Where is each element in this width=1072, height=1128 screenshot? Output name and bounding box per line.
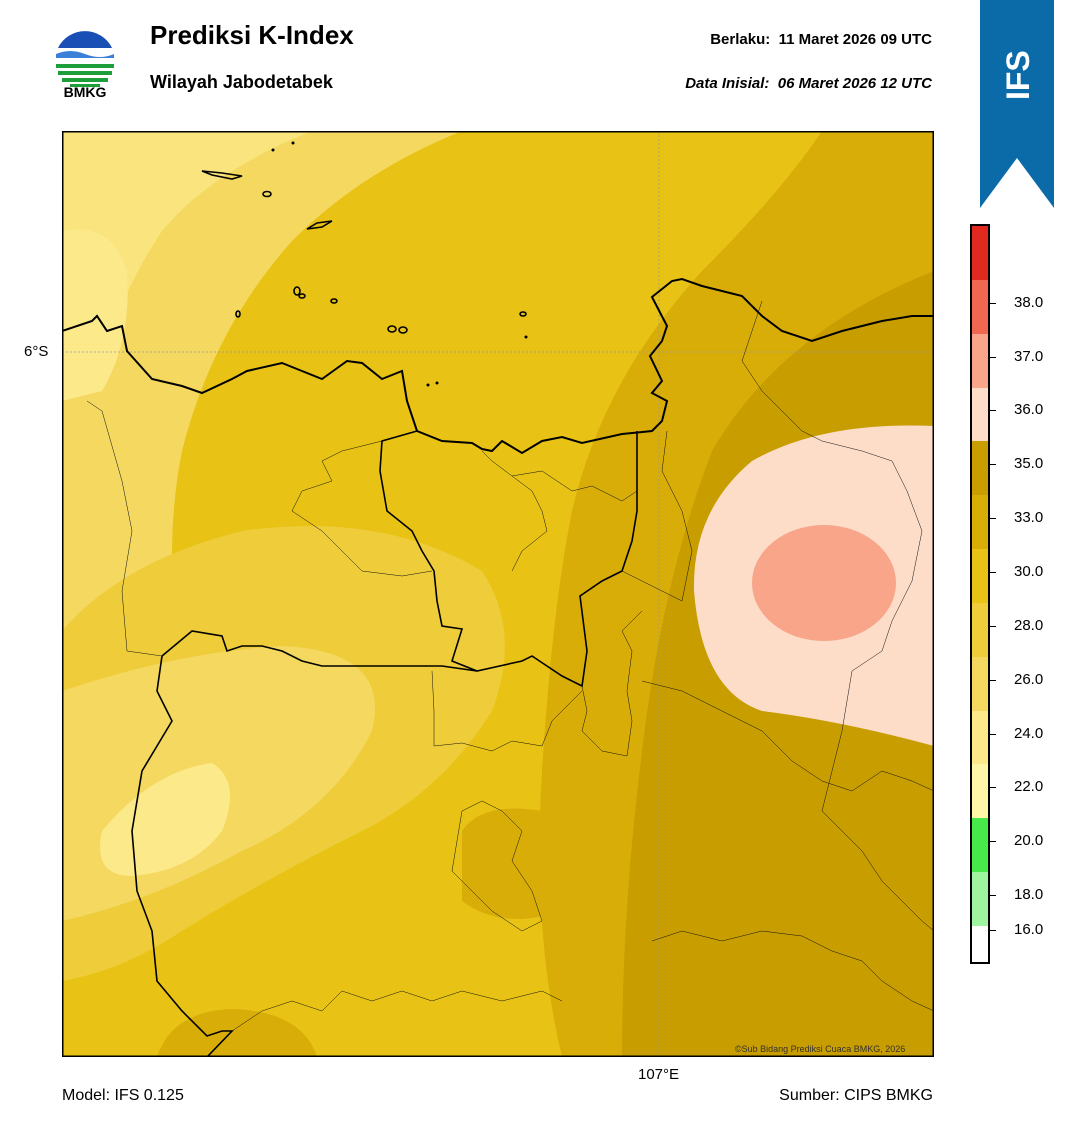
colorbar-tick-label: 20.0 <box>1014 832 1044 849</box>
colorbar-segment <box>972 926 988 962</box>
colorbar-segment <box>972 226 988 280</box>
colorbar-segment <box>972 495 988 550</box>
colorbar-tick-label: 37.0 <box>1014 348 1044 365</box>
map-credit: ©Sub Bidang Prediksi Cuaca BMKG, 2026 <box>735 1044 906 1054</box>
model-ribbon: IFS <box>980 0 1054 208</box>
model-info: Model: IFS 0.125 <box>62 1087 184 1104</box>
page-title: Prediksi K-Index <box>150 20 354 50</box>
colorbar-segment <box>972 656 988 711</box>
colorbar-tick-label: 36.0 <box>1014 401 1044 418</box>
colorbar-tick-label: 24.0 <box>1014 725 1044 742</box>
colorbar-tick-label: 22.0 <box>1014 778 1044 795</box>
colorbar-segment <box>972 872 988 926</box>
colorbar <box>970 224 990 964</box>
colorbar-tick <box>990 303 996 304</box>
colorbar-tick-label: 28.0 <box>1014 617 1044 634</box>
colorbar-tick-label: 18.0 <box>1014 886 1044 903</box>
colorbar-segment <box>972 710 988 765</box>
colorbar-segment <box>972 387 988 442</box>
source-info: Sumber: CIPS BMKG <box>779 1087 933 1104</box>
bmkg-logo <box>55 26 115 87</box>
colorbar-tick <box>990 626 996 627</box>
init-label: Data Inisial: <box>685 75 770 92</box>
colorbar-tick-label: 33.0 <box>1014 509 1044 526</box>
colorbar-tick <box>990 464 996 465</box>
colorbar-tick-label: 30.0 <box>1014 563 1044 580</box>
valid-value: 11 Maret 2026 09 UTC <box>778 31 932 48</box>
colorbar-tick-label: 16.0 <box>1014 921 1044 938</box>
k-index-map <box>62 131 934 1057</box>
longitude-label: 107°E <box>638 1066 680 1083</box>
logo-text: BMKG <box>63 84 107 100</box>
colorbar-tick <box>990 410 996 411</box>
colorbar-segment <box>972 333 988 388</box>
colorbar-segment <box>972 441 988 496</box>
init-value: 06 Maret 2026 12 UTC <box>777 75 932 92</box>
colorbar-tick-label: 35.0 <box>1014 455 1044 472</box>
colorbar-tick-label: 38.0 <box>1014 294 1044 311</box>
init-time: Data Inisial: 06 Maret 2026 12 UTC <box>685 75 932 92</box>
ribbon-text: IFS <box>1000 50 1036 100</box>
colorbar-tick <box>990 930 996 931</box>
colorbar-segment <box>972 549 988 603</box>
page-subtitle: Wilayah Jabodetabek <box>150 72 333 92</box>
latitude-label: 6°S <box>24 343 49 360</box>
colorbar-tick <box>990 787 996 788</box>
colorbar-segment <box>972 818 988 873</box>
colorbar-tick <box>990 895 996 896</box>
colorbar-tick <box>990 572 996 573</box>
colorbar-tick <box>990 518 996 519</box>
colorbar-segment <box>972 602 988 657</box>
colorbar-segment <box>972 764 988 819</box>
colorbar-tick <box>990 841 996 842</box>
valid-time: Berlaku: 11 Maret 2026 09 UTC <box>710 31 932 48</box>
colorbar-tick <box>990 734 996 735</box>
valid-label: Berlaku: <box>710 31 771 48</box>
colorbar-tick-label: 26.0 <box>1014 671 1044 688</box>
colorbar-segment <box>972 279 988 334</box>
colorbar-tick <box>990 680 996 681</box>
colorbar-tick <box>990 357 996 358</box>
